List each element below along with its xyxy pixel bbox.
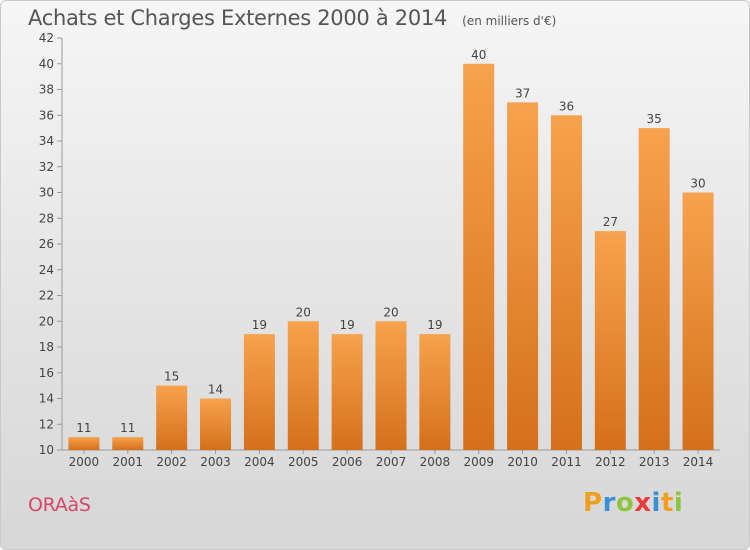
bar-2008	[419, 334, 451, 450]
y-tick-label: 28	[39, 211, 54, 225]
y-tick-label: 42	[39, 31, 54, 45]
bar-2013	[638, 128, 670, 450]
chart-unit: (en milliers d'€)	[462, 14, 557, 28]
y-tick-label: 26	[39, 237, 54, 251]
commune-name: ORAàS	[28, 494, 91, 516]
x-tick-label: 2012	[595, 455, 626, 469]
bar-2007	[375, 321, 407, 450]
bar-2003	[200, 398, 232, 450]
brand-letter: r	[602, 488, 616, 518]
y-tick-label: 22	[39, 289, 54, 303]
y-tick-label: 14	[39, 392, 54, 406]
y-tick-label: 36	[39, 108, 54, 122]
bar-2012	[594, 231, 626, 450]
x-tick-label: 2014	[683, 455, 714, 469]
bar-2014	[682, 192, 714, 450]
y-tick-label: 40	[39, 57, 54, 71]
bar-value-label: 19	[339, 318, 354, 332]
bar-value-label: 20	[383, 305, 398, 319]
brand-letter: t	[660, 488, 674, 518]
x-tick-label: 2002	[156, 455, 187, 469]
y-tick-label: 20	[39, 314, 54, 328]
y-tick-label: 30	[39, 186, 54, 200]
title-row: Achats et Charges Externes 2000 à 2014 (…	[28, 6, 556, 30]
brand-letter: o	[615, 488, 635, 518]
x-tick-label: 2013	[639, 455, 670, 469]
bar-value-label: 14	[208, 383, 223, 397]
x-tick-label: 2003	[200, 455, 231, 469]
bar-value-label: 11	[120, 421, 135, 435]
bar-value-label: 19	[427, 318, 442, 332]
x-tick-label: 2007	[376, 455, 407, 469]
x-tick-label: 2009	[463, 455, 494, 469]
bar-2002	[156, 385, 188, 450]
y-tick-label: 12	[39, 417, 54, 431]
bar-2000	[68, 437, 100, 450]
bar-value-label: 19	[252, 318, 267, 332]
brand-letter: x	[634, 488, 652, 518]
bar-value-label: 37	[515, 86, 530, 100]
bar-value-label: 30	[690, 177, 705, 191]
bar-value-label: 35	[647, 112, 662, 126]
x-tick-label: 2004	[244, 455, 275, 469]
x-tick-label: 2000	[69, 455, 100, 469]
bar-2001	[112, 437, 144, 450]
chart-title: Achats et Charges Externes 2000 à 2014	[28, 6, 448, 30]
bar-2004	[243, 334, 275, 450]
brand-logo: Proxiti	[583, 488, 683, 518]
y-tick-label: 16	[39, 366, 54, 380]
bar-value-label: 15	[164, 370, 179, 384]
bar-value-label: 36	[559, 99, 574, 113]
y-tick-label: 24	[39, 263, 54, 277]
brand-letter: P	[583, 488, 603, 518]
bar-value-label: 27	[603, 215, 618, 229]
bar-2009	[463, 63, 495, 450]
bar-2005	[287, 321, 319, 450]
x-tick-label: 2006	[332, 455, 363, 469]
brand-letter: i	[651, 488, 661, 518]
x-tick-label: 2001	[113, 455, 144, 469]
bar-2006	[331, 334, 363, 450]
x-tick-label: 2005	[288, 455, 319, 469]
x-tick-label: 2010	[507, 455, 538, 469]
bar-2011	[550, 115, 582, 450]
x-tick-label: 2011	[551, 455, 582, 469]
y-tick-label: 18	[39, 340, 54, 354]
y-tick-label: 10	[39, 443, 54, 457]
y-tick-label: 34	[39, 134, 54, 148]
bar-2010	[507, 102, 539, 450]
bar-value-label: 11	[76, 421, 91, 435]
bar-value-label: 20	[296, 305, 311, 319]
bar-value-label: 40	[471, 48, 486, 62]
y-tick-label: 32	[39, 160, 54, 174]
y-tick-label: 38	[39, 83, 54, 97]
x-tick-label: 2008	[420, 455, 451, 469]
brand-letter: i	[673, 488, 684, 518]
